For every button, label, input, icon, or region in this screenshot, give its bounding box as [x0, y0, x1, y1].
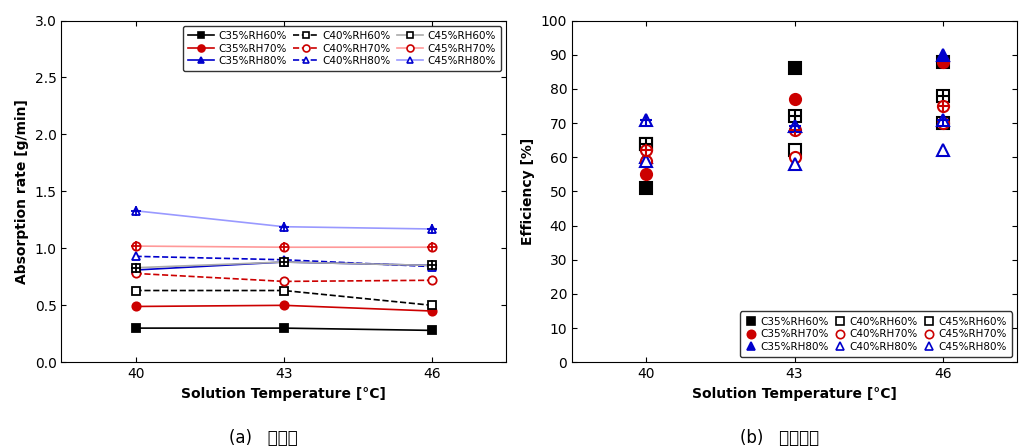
Text: (b)   제습효율: (b) 제습효율: [740, 429, 818, 447]
Text: (a)   제습량: (a) 제습량: [229, 429, 297, 447]
Legend: C35%RH60%, C35%RH70%, C35%RH80%, C40%RH60%, C40%RH70%, C40%RH80%, C45%RH60%, C45: C35%RH60%, C35%RH70%, C35%RH80%, C40%RH6…: [183, 26, 502, 72]
Y-axis label: Efficiency [%]: Efficiency [%]: [521, 138, 536, 245]
Legend: C35%RH60%, C35%RH70%, C35%RH80%, C40%RH60%, C40%RH70%, C40%RH80%, C45%RH60%, C45: C35%RH60%, C35%RH70%, C35%RH80%, C40%RH6…: [740, 312, 1011, 357]
X-axis label: Solution Temperature [°C]: Solution Temperature [°C]: [182, 387, 386, 401]
Y-axis label: Absorption rate [g/min]: Absorption rate [g/min]: [15, 99, 29, 284]
X-axis label: Solution Temperature [°C]: Solution Temperature [°C]: [692, 387, 897, 401]
